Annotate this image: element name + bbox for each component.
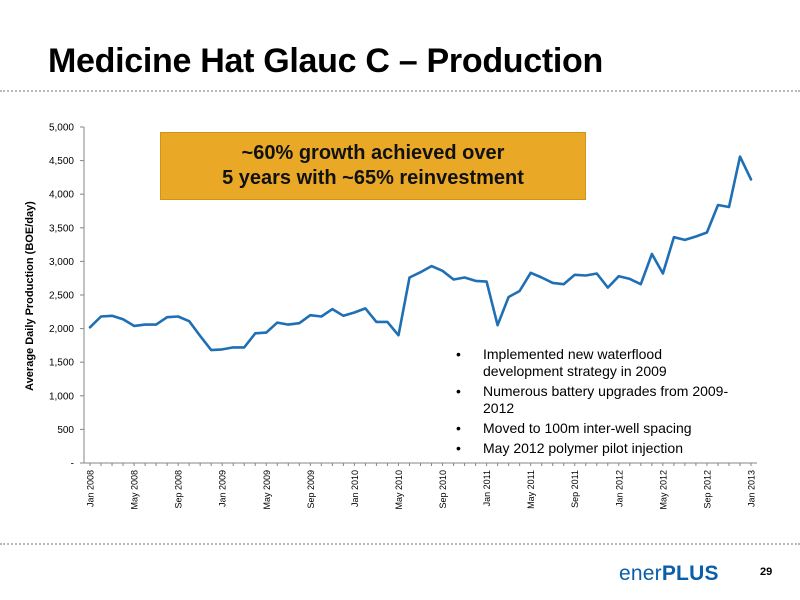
y-tick-label: 500 [57,425,74,436]
x-tick-label: May 2009 [262,470,272,510]
page-title: Medicine Hat Glauc C – Production [48,42,603,80]
page-number: 29 [760,566,773,578]
y-tick-label: 3,000 [49,257,74,268]
y-tick-label: 1,500 [49,358,74,369]
x-tick-label: Sep 2010 [438,470,448,509]
logo-suffix: PLUS [661,562,719,585]
x-tick-label: Jan 2009 [218,470,228,507]
x-tick-label: Sep 2009 [306,470,316,509]
bottom-divider [0,543,800,545]
series-line [88,155,753,352]
growth-callout: ~60% growth achieved over 5 years with ~… [160,132,586,200]
callout-line-1: ~60% growth achieved over [241,142,505,164]
x-tick-label: Sep 2012 [702,470,712,509]
y-tick-label: 2,500 [49,291,74,302]
callout-line-2: 5 years with ~65% reinvestment [222,167,524,189]
bullet-item: Numerous battery upgrades from 2009-2012 [452,383,742,417]
x-tick-label: Jan 2011 [482,470,492,506]
x-tick-label: Jan 2013 [747,470,757,507]
x-tick-label: Sep 2008 [174,470,184,509]
x-tick-label: Jan 2008 [86,470,96,507]
y-tick-label: 5,000 [49,123,74,134]
chart-series [88,155,753,352]
x-tick-label: May 2012 [658,470,668,510]
logo-prefix: ener [619,562,662,585]
enerplus-logo: enerPLUS [619,562,719,586]
bullet-item: May 2012 polymer pilot injection [452,440,742,457]
y-tick-label: 1,000 [49,391,74,402]
top-divider [0,90,800,92]
bullet-item: Implemented new waterflood development s… [452,346,742,380]
x-axis-ticks: Jan 2008 May 2008 Sep 2008 Jan 2009 May 2009… [86,463,757,510]
y-axis-label: Average Daily Production (BOE/day) [24,201,36,391]
x-tick-label: Sep 2011 [570,470,580,508]
y-tick-label: 4,500 [49,156,74,167]
x-tick-label: May 2008 [130,470,140,510]
y-tick-label: - [71,459,74,470]
x-tick-label: May 2010 [394,470,404,510]
bullet-list: Implemented new waterflood development s… [452,346,742,460]
x-tick-label: Jan 2010 [350,470,360,507]
production-chart: - 500 1,000 1,500 2,000 2,500 3,000 3,500 4,000 4… [24,123,757,510]
x-tick-label: Jan 2012 [614,470,624,507]
x-tick-label: May 2011 [526,470,536,509]
y-tick-label: 2,000 [49,324,74,335]
y-tick-label: 4,000 [49,190,74,201]
bullet-item: Moved to 100m inter-well spacing [452,420,742,437]
y-axis-ticks: - 500 1,000 1,500 2,000 2,500 3,000 3,500 4,000 4… [49,123,84,470]
y-tick-label: 3,500 [49,223,74,234]
